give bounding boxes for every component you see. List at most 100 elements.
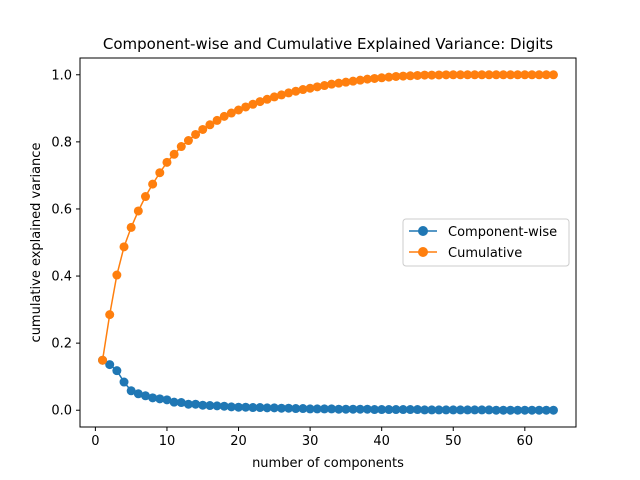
data-point-cumulative [219, 111, 229, 121]
data-point-component-wise [477, 405, 487, 415]
data-point-component-wise [298, 404, 308, 414]
data-point-component-wise [226, 402, 236, 412]
data-point-cumulative [355, 75, 365, 85]
data-point-component-wise [506, 405, 516, 415]
data-point-component-wise [276, 403, 286, 413]
data-point-cumulative [162, 157, 172, 167]
data-point-component-wise [105, 360, 115, 370]
data-point-cumulative [133, 206, 143, 216]
data-point-cumulative [169, 149, 179, 159]
data-point-cumulative [412, 70, 422, 80]
data-point-component-wise [427, 405, 437, 415]
data-point-component-wise [470, 405, 480, 415]
y-tick-label: 0.2 [51, 337, 72, 352]
y-tick-label: 0.4 [51, 270, 72, 285]
data-point-component-wise [262, 403, 272, 413]
data-point-component-wise [155, 394, 165, 404]
data-point-cumulative [255, 97, 265, 107]
data-point-cumulative [434, 70, 444, 80]
y-axis-label: cumulative explained variance [29, 143, 44, 343]
data-point-cumulative [183, 136, 193, 146]
data-point-cumulative [176, 142, 186, 152]
data-point-component-wise [377, 405, 387, 415]
data-point-cumulative [191, 129, 201, 139]
series-component-wise [98, 355, 558, 415]
data-point-cumulative [384, 72, 394, 82]
x-tick-label: 10 [159, 434, 176, 449]
data-point-component-wise [463, 405, 473, 415]
x-tick-label: 0 [91, 434, 99, 449]
data-point-component-wise [219, 401, 229, 411]
data-point-cumulative [198, 124, 208, 134]
data-point-component-wise [398, 405, 408, 415]
data-point-component-wise [362, 404, 372, 414]
data-point-component-wise [355, 404, 365, 414]
data-point-cumulative [484, 70, 494, 80]
data-point-component-wise [541, 405, 551, 415]
data-point-cumulative [105, 310, 115, 320]
x-tick-label: 20 [230, 434, 247, 449]
data-point-cumulative [341, 77, 351, 87]
data-point-component-wise [284, 403, 294, 413]
legend-item-component-wise: Component-wise [409, 225, 557, 240]
legend-label-cumulative: Cumulative [448, 246, 522, 261]
data-point-cumulative [119, 242, 129, 252]
data-point-cumulative [348, 76, 358, 86]
data-point-component-wise [112, 366, 122, 376]
data-point-cumulative [305, 83, 315, 93]
data-point-component-wise [176, 398, 186, 408]
data-point-cumulative [498, 70, 508, 80]
data-point-component-wise [455, 405, 465, 415]
legend-label-component-wise: Component-wise [448, 225, 557, 240]
data-point-component-wise [412, 405, 422, 415]
data-point-cumulative [362, 74, 372, 84]
data-point-cumulative [370, 73, 380, 83]
data-point-cumulative [327, 79, 337, 89]
y-tick-label: 1.0 [51, 68, 72, 83]
data-point-component-wise [148, 393, 158, 403]
data-point-cumulative [441, 70, 451, 80]
data-point-component-wise [305, 404, 315, 414]
chart-title: Component-wise and Cumulative Explained … [103, 35, 553, 53]
data-point-cumulative [420, 70, 430, 80]
legend-box [402, 218, 570, 267]
data-point-cumulative [291, 86, 301, 96]
legend-marker-component-wise [418, 226, 428, 236]
data-point-component-wise [484, 405, 494, 415]
series-cumulative [98, 70, 558, 365]
data-point-cumulative [491, 70, 501, 80]
data-point-component-wise [191, 399, 201, 409]
y-tick-label: 0.6 [51, 202, 72, 217]
data-point-cumulative [148, 179, 158, 189]
data-point-cumulative [427, 70, 437, 80]
legend-marker-cumulative [418, 247, 428, 257]
data-point-component-wise [534, 405, 544, 415]
data-point-component-wise [140, 391, 150, 401]
data-point-component-wise [491, 405, 501, 415]
y-tick-label: 0.0 [51, 404, 72, 419]
data-point-cumulative [377, 73, 387, 83]
data-point-component-wise [527, 405, 537, 415]
data-point-component-wise [234, 402, 244, 412]
data-point-cumulative [398, 71, 408, 81]
data-point-cumulative [405, 71, 415, 81]
data-point-cumulative [391, 71, 401, 81]
data-point-component-wise [248, 403, 258, 413]
data-point-cumulative [269, 92, 279, 102]
data-point-cumulative [98, 355, 108, 365]
data-point-cumulative [534, 70, 544, 80]
data-point-cumulative [234, 105, 244, 115]
data-point-component-wise [441, 405, 451, 415]
data-point-cumulative [319, 81, 329, 91]
x-axis-ticks: 0 10 20 30 40 50 60 [91, 427, 533, 449]
data-point-component-wise [405, 405, 415, 415]
data-point-cumulative [506, 70, 516, 80]
data-point-component-wise [255, 403, 265, 413]
legend: Component-wise Cumulative [402, 218, 570, 267]
data-point-component-wise [434, 405, 444, 415]
data-point-cumulative [541, 70, 551, 80]
data-point-cumulative [205, 120, 215, 130]
data-point-cumulative [248, 99, 258, 109]
data-point-cumulative [155, 168, 165, 178]
